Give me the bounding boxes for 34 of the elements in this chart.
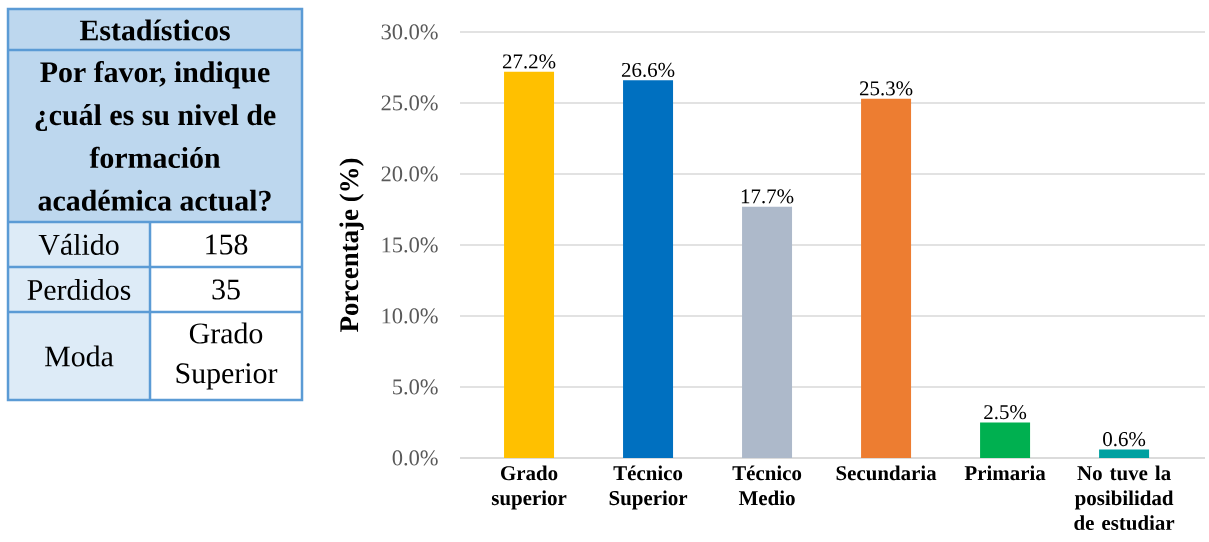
x-tick-label: Grado superior xyxy=(491,465,567,510)
x-tick-label: Técnico Superior xyxy=(609,465,688,510)
y-tick-label: 25.0% xyxy=(381,95,438,111)
text: Válido xyxy=(38,233,119,256)
y-tick-label: 15.0% xyxy=(382,237,438,253)
data-label: 2.5% xyxy=(984,405,1027,420)
y-tick-label: 5.0% xyxy=(393,379,438,395)
bar xyxy=(1099,449,1150,458)
y-tick-label: 0.0% xyxy=(392,450,438,466)
data-label: 0.6% xyxy=(1103,432,1146,447)
text: 158 xyxy=(206,234,248,255)
x-tick-label: No tuve la posibilidad de estudiar xyxy=(1074,465,1175,531)
y-tick-label: 30.0% xyxy=(381,24,438,40)
y-axis-title: Porcentaje (%) xyxy=(339,158,364,333)
text: Por favor, indique ¿cuál es su nivel de formación académica actual? xyxy=(35,60,276,211)
bar xyxy=(861,98,912,458)
text: Moda xyxy=(45,345,114,367)
text: Perdidos xyxy=(27,278,131,301)
data-label: 27.2% xyxy=(502,54,556,69)
y-tick-label: 20.0% xyxy=(381,166,438,182)
x-tick-label: Secundaria xyxy=(836,465,937,481)
text: Estadísticos xyxy=(79,19,230,41)
bar xyxy=(623,80,674,458)
data-label: 17.7% xyxy=(741,189,794,204)
text: Grado Superior xyxy=(176,322,278,390)
bar xyxy=(742,206,793,458)
x-tick-label: Técnico Medio xyxy=(732,465,802,506)
data-label: 26.6% xyxy=(621,62,675,78)
bar xyxy=(504,71,555,458)
data-label: 25.3% xyxy=(859,81,913,96)
text: 35 xyxy=(212,279,240,300)
y-tick-label: 10.0% xyxy=(382,308,438,324)
bar xyxy=(980,422,1031,458)
x-tick-label: Primaria xyxy=(964,465,1046,481)
